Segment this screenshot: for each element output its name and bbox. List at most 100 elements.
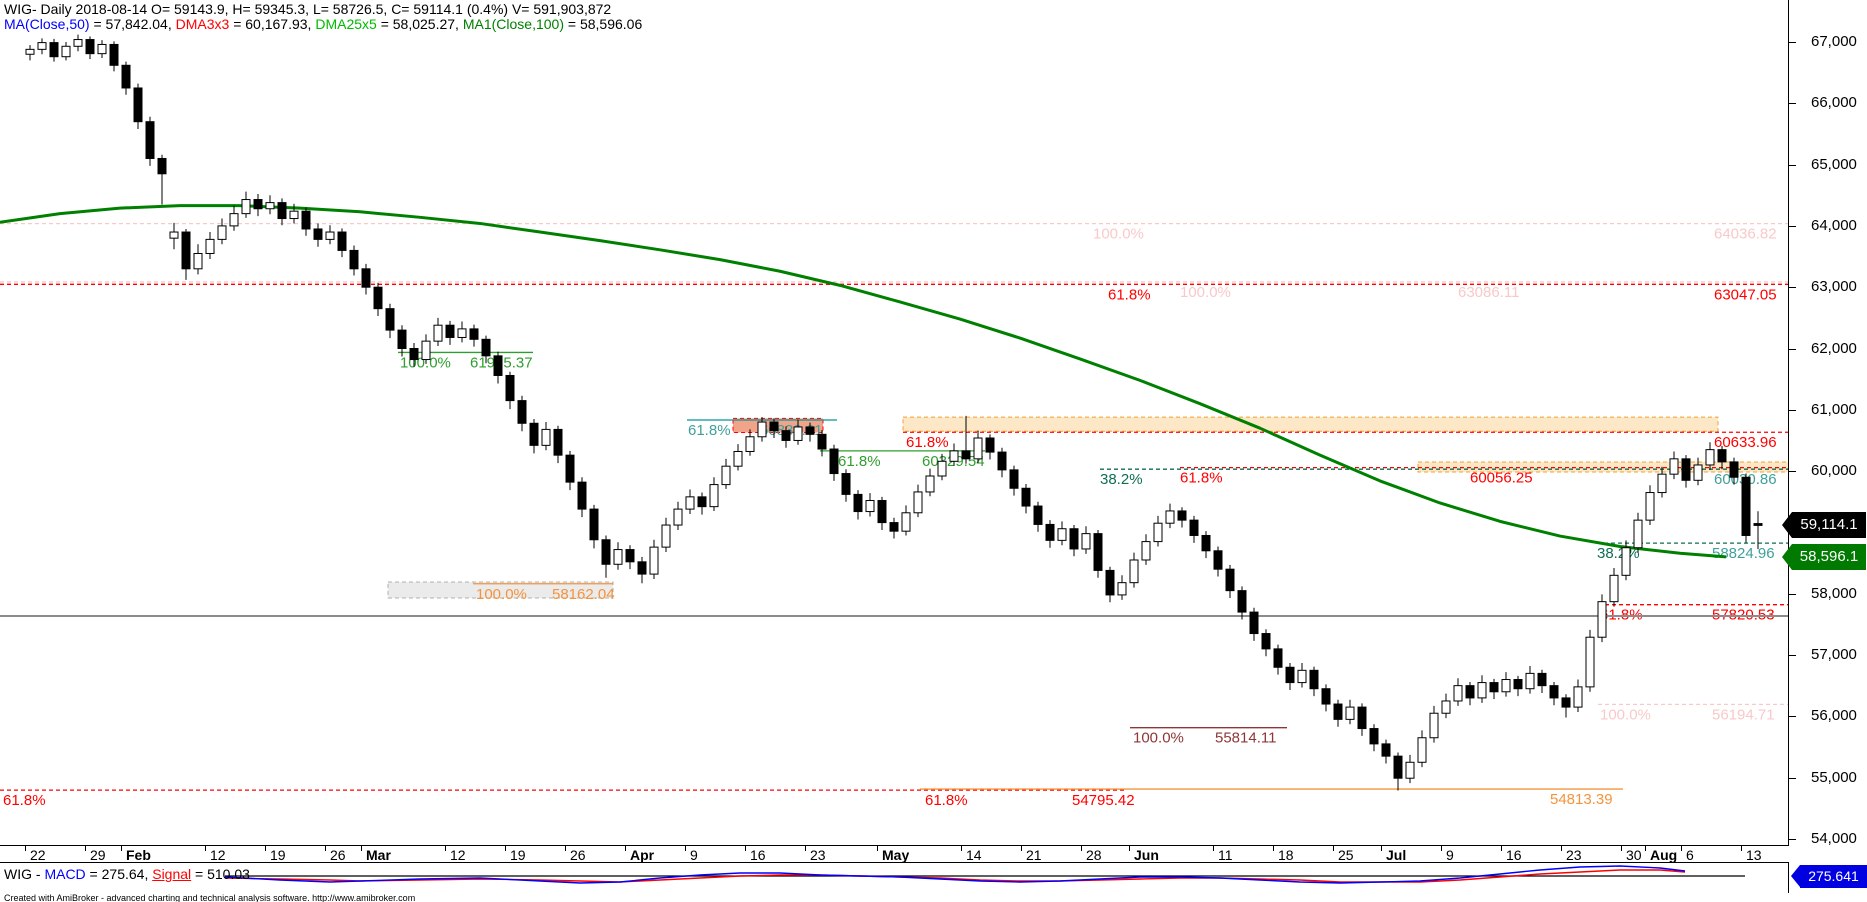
indicator-legend: MA(Close,50) = 57,842.04, DMA3x3 = 60,16… <box>4 16 642 32</box>
legend-segment: = 58,025.27, <box>376 16 463 32</box>
svg-text:54795.42: 54795.42 <box>1072 792 1135 809</box>
svg-text:100.0%: 100.0% <box>1180 284 1231 301</box>
price-tick-mark <box>1789 225 1796 227</box>
date-tick-label: 19 <box>510 847 526 863</box>
svg-text:61.8%: 61.8% <box>1108 286 1151 303</box>
date-tick-mark <box>85 846 86 851</box>
date-tick-label: 16 <box>1506 847 1522 863</box>
date-tick-mark <box>325 846 326 851</box>
price-tick-mark <box>1789 838 1796 840</box>
date-tick-mark <box>745 846 746 851</box>
price-tick-label: 65,000 <box>1811 155 1857 173</box>
price-tick-mark <box>1789 164 1796 166</box>
price-tick-label: 66,000 <box>1811 94 1857 112</box>
date-tick-label: 25 <box>1338 847 1354 863</box>
date-tick-label: Jul <box>1386 847 1407 863</box>
price-tick-label: 55,000 <box>1811 768 1857 786</box>
svg-text:61.8%: 61.8% <box>838 453 881 470</box>
price-tick-mark <box>1789 655 1796 656</box>
legend-segment: = 275.64, <box>85 866 153 882</box>
macd-panel[interactable] <box>0 863 1789 893</box>
ma-price-tag: 58,596.1 <box>1782 544 1866 571</box>
macd-tag-arrow <box>1791 865 1800 887</box>
svg-text:60633.96: 60633.96 <box>1714 434 1777 451</box>
date-tick-mark <box>1501 846 1502 851</box>
price-tick-mark <box>1789 777 1796 779</box>
date-tick-mark <box>25 846 26 851</box>
date-tick-mark <box>1441 846 1442 851</box>
svg-text:64036.82: 64036.82 <box>1714 226 1777 243</box>
price-tick-mark <box>1789 471 1796 473</box>
chart-title-ohlc: WIG- Daily 2018-08-14 O= 59143.9, H= 593… <box>4 1 612 17</box>
legend-segment: = 510.03 <box>191 866 250 882</box>
date-tick-label: 12 <box>450 847 466 863</box>
price-tick-label: 58,000 <box>1811 584 1857 602</box>
date-axis[interactable]: 22 29 Feb 12 19 26 Mar 12 19 26 Apr 9 16 23 May 14 21 28 J… <box>0 845 1789 863</box>
date-tick-label: 23 <box>810 847 826 863</box>
legend-segment: = 57,842.04, <box>89 16 176 32</box>
date-tick-label: 26 <box>570 847 586 863</box>
date-tick-mark <box>1081 846 1082 851</box>
svg-text:61.8%: 61.8% <box>906 434 949 451</box>
svg-text:100.0%: 100.0% <box>1600 706 1651 723</box>
svg-text:58824.96: 58824.96 <box>1712 545 1775 562</box>
legend-segment: DMA25x5 <box>315 16 377 32</box>
svg-text:61.8%: 61.8% <box>1180 470 1223 487</box>
price-tick-mark <box>1789 103 1796 105</box>
legend-segment: DMA3x3 <box>175 16 230 32</box>
date-tick-mark <box>625 846 626 851</box>
price-tick-label: 61,000 <box>1811 400 1857 418</box>
price-tick-label: 56,000 <box>1811 707 1857 725</box>
last-price-tag: 59,114.1 <box>1782 512 1866 539</box>
axis-border <box>1788 0 1789 893</box>
price-tick-label: 57,000 <box>1811 646 1857 663</box>
date-tick-label: 21 <box>1026 847 1042 863</box>
date-tick-label: Feb <box>126 847 151 863</box>
price-tick-mark <box>1789 593 1796 595</box>
date-tick-label: 16 <box>750 847 766 863</box>
svg-text:61.8%: 61.8% <box>925 792 968 809</box>
date-tick-label: 26 <box>330 847 346 863</box>
date-tick-mark <box>1333 846 1334 851</box>
macd-legend: WIG - MACD = 275.64, Signal = 510.03 <box>4 866 250 882</box>
legend-segment: MACD <box>44 866 86 882</box>
legend-segment: WIG - <box>4 866 45 882</box>
footer-credit: Created with AmiBroker - advanced charti… <box>4 893 416 902</box>
price-tick-label: 54,000 <box>1811 829 1857 847</box>
legend-segment: Signal <box>152 866 192 882</box>
date-tick-mark <box>445 846 446 851</box>
date-tick-label: Apr <box>630 847 655 863</box>
date-tick-label: 29 <box>90 847 106 863</box>
date-tick-mark <box>961 846 962 851</box>
date-tick-mark <box>685 846 686 851</box>
legend-segment: = 60,167.93, <box>229 16 316 32</box>
date-tick-label: 28 <box>1086 847 1102 863</box>
price-tick-label: 63,000 <box>1811 278 1857 296</box>
date-tick-label: 19 <box>270 847 286 863</box>
legend-segment: MA1(Close,100) <box>462 16 564 32</box>
date-tick-mark <box>877 846 878 851</box>
date-tick-mark <box>205 846 206 851</box>
date-tick-label: 12 <box>210 847 226 863</box>
price-chart[interactable]: 100.0% 64036.82 100.0% 63086.11 61.8% 63047.0… <box>0 0 1789 845</box>
svg-text:100.0%: 100.0% <box>476 586 527 603</box>
price-tick-mark <box>1789 42 1796 43</box>
svg-text:100.0%: 100.0% <box>1133 730 1184 747</box>
price-tick-label: 62,000 <box>1811 339 1857 357</box>
price-tick-label: 67,000 <box>1811 33 1857 50</box>
svg-text:54813.39: 54813.39 <box>1550 791 1613 808</box>
date-tick-mark <box>265 846 266 851</box>
date-tick-mark <box>1681 846 1682 851</box>
date-tick-label: 11 <box>1218 847 1233 863</box>
date-tick-label: Mar <box>366 847 391 863</box>
date-tick-label: 6 <box>1686 847 1694 863</box>
price-axis[interactable]: 59,114.1 58,596.1 67,000 66,000 65,000 64,0… <box>1782 0 1867 902</box>
date-tick-label: May <box>882 847 910 863</box>
svg-text:61.8%: 61.8% <box>688 422 731 439</box>
svg-text:55814.11: 55814.11 <box>1215 730 1276 747</box>
price-tick-mark <box>1789 287 1796 289</box>
legend-segment: MA(Close,50) <box>4 16 90 32</box>
date-tick-mark <box>121 846 122 851</box>
date-tick-mark <box>1645 846 1646 851</box>
